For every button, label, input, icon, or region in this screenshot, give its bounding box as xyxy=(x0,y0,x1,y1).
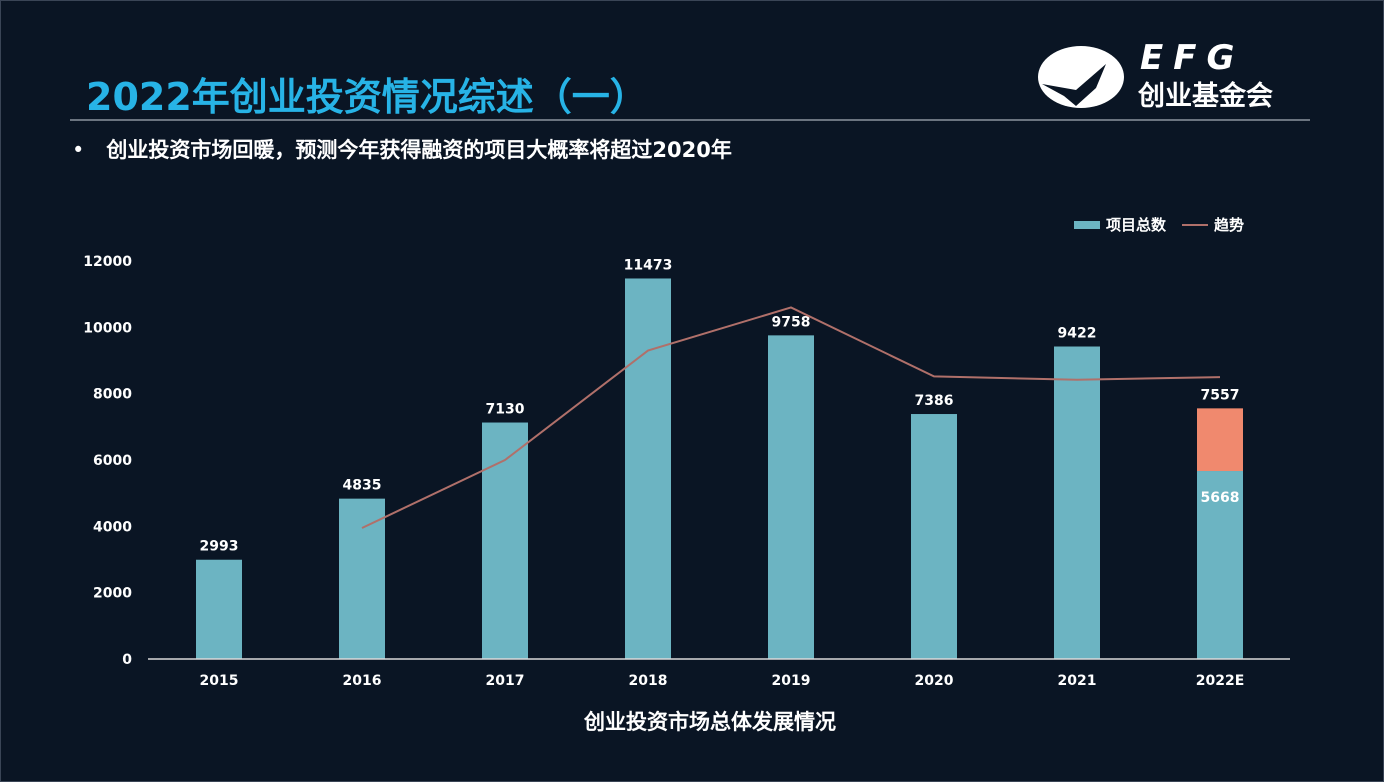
legend-label-total: 项目总数 xyxy=(1106,216,1167,234)
x-axis-title: 创业投资市场总体发展情况 xyxy=(584,710,836,734)
x-tick-label: 2017 xyxy=(486,673,525,689)
forecast-bar-2022E xyxy=(1197,408,1243,472)
y-tick-label: 4000 xyxy=(93,519,132,535)
bar-2015 xyxy=(196,559,242,659)
trend-line xyxy=(361,306,1221,529)
data-label: 9422 xyxy=(1058,326,1097,342)
legend-label-trend: 趋势 xyxy=(1214,216,1245,234)
x-tick-label: 2016 xyxy=(343,673,382,689)
data-label: 7386 xyxy=(915,393,954,409)
data-label: 4835 xyxy=(343,478,382,494)
efg-logo: EFG 创业基金会 xyxy=(1036,38,1306,114)
bar-2018 xyxy=(625,278,671,659)
x-tick-label: 2018 xyxy=(629,673,668,689)
y-tick-label: 6000 xyxy=(93,453,132,469)
bar-2019 xyxy=(768,335,814,659)
y-tick-label: 12000 xyxy=(83,254,132,270)
eagle-logo-icon xyxy=(1038,46,1124,108)
x-tick-label: 2015 xyxy=(200,673,239,689)
x-tick-label: 2021 xyxy=(1058,673,1097,689)
x-tick-label: 2022E xyxy=(1196,673,1245,689)
data-label: 5668 xyxy=(1201,490,1240,506)
legend-swatch-bar xyxy=(1074,220,1100,229)
data-label: 11473 xyxy=(624,257,673,273)
title-divider xyxy=(70,119,1310,121)
y-tick-label: 8000 xyxy=(93,387,132,403)
bar-2016 xyxy=(339,498,385,659)
y-tick-label: 0 xyxy=(122,652,132,668)
bar-2021 xyxy=(1054,346,1100,659)
x-tick-label: 2019 xyxy=(772,673,811,689)
data-label: 9758 xyxy=(772,314,811,330)
bullet-text: 创业投资市场回暖，预测今年获得融资的项目大概率将超过2020年 xyxy=(106,138,732,162)
y-tick-label: 10000 xyxy=(83,320,132,336)
bar-2022E xyxy=(1197,471,1243,659)
legend-swatch-line xyxy=(1182,223,1209,226)
logo-subtext: 创业基金会 xyxy=(1138,81,1273,112)
data-label: 2993 xyxy=(200,539,239,555)
data-label: 7130 xyxy=(486,402,525,418)
bar-2020 xyxy=(911,414,957,659)
y-tick-label: 2000 xyxy=(93,586,132,602)
legend: 项目总数 趋势 xyxy=(1074,214,1244,235)
x-tick-label: 2020 xyxy=(915,673,954,689)
logo-text: EFG xyxy=(1140,38,1245,78)
bar-2017 xyxy=(482,422,528,659)
data-label-total: 7557 xyxy=(1201,387,1240,403)
bullet-point: • 创业投资市场回暖，预测今年获得融资的项目大概率将超过2020年 xyxy=(72,138,732,162)
page-title: 2022年创业投资情况综述（一） xyxy=(86,75,648,119)
